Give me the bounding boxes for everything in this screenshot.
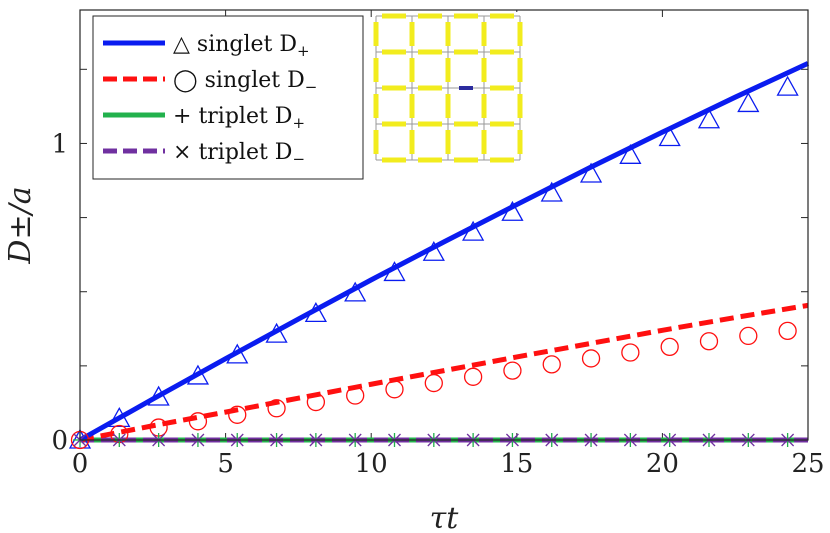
legend-text: singlet D [205,68,305,93]
circle-marker [503,361,522,380]
triangle-marker [265,322,288,343]
legend-symbol: + [173,104,198,129]
triangle-marker [422,240,445,261]
triangle-marker [776,75,799,96]
circle-marker [463,367,483,386]
legend-label: △ singlet D+ [173,32,310,60]
y-axis-label: D±/a [3,186,38,264]
legend-text: singlet D [197,32,297,57]
legend-symbol: △ [173,32,197,57]
circle-marker [385,380,404,399]
legend-text: triplet D [198,140,292,165]
x-tick-label: 5 [217,449,234,479]
legend-label: + triplet D+ [173,104,305,132]
circle-marker [267,399,286,418]
legend-subscript: + [297,42,310,60]
x-tick-label: 0 [72,449,89,479]
x-tick-label: 10 [355,449,388,479]
triangle-marker [697,108,721,129]
circle-marker [739,326,758,346]
circle-marker [699,332,719,351]
triangle-marker [501,200,524,221]
triangle-marker [658,126,681,147]
legend-subscript: − [292,150,305,168]
circle-marker [188,412,208,431]
legend-text: triplet D [198,104,292,129]
plot-frame [79,9,809,441]
circle-marker [778,321,797,341]
triangle-marker [540,181,563,202]
triangle-marker [226,343,249,364]
legend-subscript: + [292,114,305,132]
y-tick-label: 1 [51,129,68,159]
x-tick-label: 15 [500,449,533,479]
circle-marker [306,392,326,412]
legend-symbol: ◯ [173,68,205,93]
inset-lattice [372,12,524,164]
triangle-marker [304,302,327,323]
x-tick-label: 20 [646,449,679,479]
y-tick-label: 0 [51,426,68,456]
series-line-1 [79,302,809,443]
triangle-marker [579,162,603,183]
triangle-marker [383,261,406,282]
legend-subscript: − [305,78,318,96]
triangle-marker [186,364,210,385]
circle-marker [660,337,679,357]
legend: △ singlet D+◯ singlet D−+ triplet D+× tr… [92,15,364,180]
x-tick-labels: 0 5 10 15 20 25 [72,449,825,479]
legend-label: × triplet D− [173,140,305,168]
x-tick-label: 25 [791,449,824,479]
triangle-marker [147,385,170,406]
x-axis-label: τt [430,501,460,533]
triangle-marker [619,143,642,164]
triangle-marker [462,220,485,241]
circle-marker [424,373,443,393]
circle-marker [621,343,640,362]
triangle-marker [108,407,131,428]
triangle-marker [737,92,760,113]
triangle-marker [344,281,367,302]
circle-marker [346,386,365,405]
legend-symbol: × [173,140,198,165]
circle-marker [228,405,247,424]
circle-marker [581,349,601,368]
legend-label: ◯ singlet D− [173,68,317,96]
y-tick-labels: 01 [51,129,68,456]
circle-marker [542,355,561,374]
